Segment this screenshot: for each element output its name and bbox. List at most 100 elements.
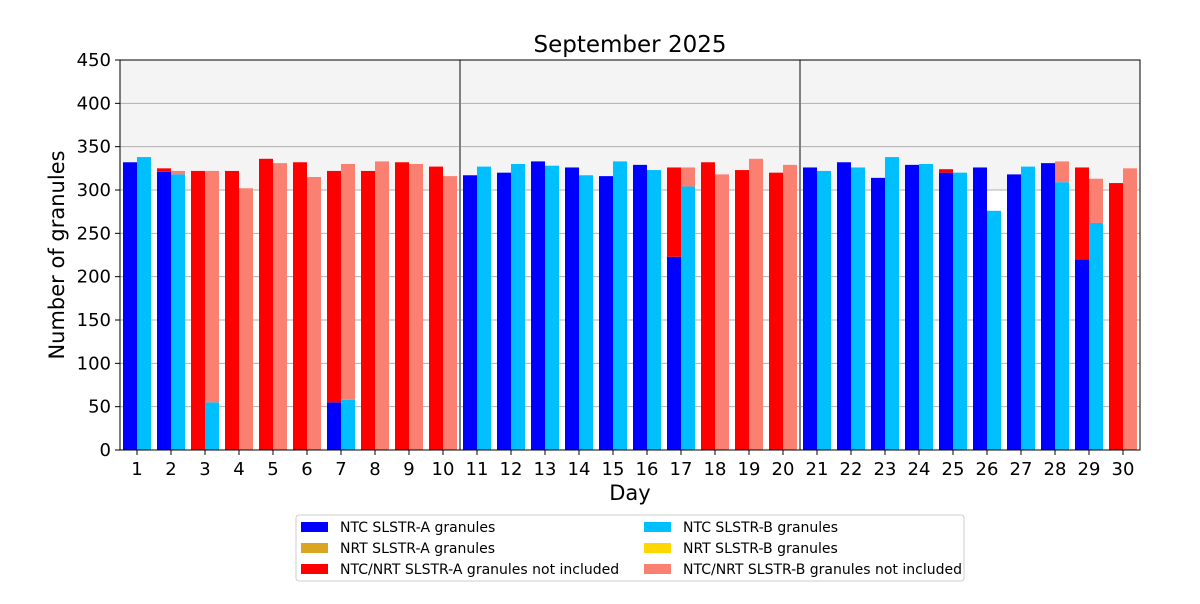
chart-title: September 2025 — [534, 32, 727, 58]
bar-ntc-b-day-27 — [1021, 166, 1035, 450]
bar-ntc-a-day-21 — [803, 167, 817, 450]
bar-ntc-b-day-24 — [919, 164, 933, 450]
highlight-band — [120, 60, 1140, 190]
x-tick-label-day-20: 20 — [772, 459, 795, 480]
bar-not-included-a-day-4 — [225, 170, 239, 450]
bar-ntc-b-day-1 — [137, 157, 151, 451]
y-axis-title: Number of granules — [45, 150, 69, 359]
x-tick-label-day-29: 29 — [1078, 459, 1101, 480]
bar-not-included-a-day-19 — [735, 170, 749, 451]
x-tick-label-day-11: 11 — [466, 459, 489, 480]
bar-not-included-a-day-3 — [191, 170, 205, 450]
bar-not-included-b-day-7 — [341, 164, 355, 400]
bar-ntc-a-day-15 — [599, 176, 613, 450]
x-tick-label-day-24: 24 — [908, 459, 931, 480]
bar-ntc-b-day-12 — [511, 164, 525, 450]
legend-label-not-included-a: NTC/NRT SLSTR-A granules not included — [340, 562, 619, 578]
bar-ntc-a-day-11 — [463, 175, 477, 450]
bar-ntc-b-day-11 — [477, 166, 491, 450]
legend-swatch-not-included-a — [301, 564, 328, 574]
bar-not-included-a-day-30 — [1109, 183, 1123, 451]
bar-ntc-b-day-29 — [1089, 222, 1103, 450]
bar-not-included-a-day-9 — [395, 162, 409, 450]
bar-ntc-b-day-21 — [817, 170, 831, 450]
legend: NTC SLSTR-A granules NRT SLSTR-A granules… — [295, 514, 965, 582]
x-tick-label-day-9: 9 — [403, 459, 414, 480]
bar-ntc-a-day-7 — [327, 402, 341, 450]
legend-label-not-included-b: NTC/NRT SLSTR-B granules not included — [683, 562, 962, 578]
legend-label-ntc-a: NTC SLSTR-A granules — [340, 520, 495, 536]
plot-frame — [119, 59, 1141, 451]
bar-ntc-b-day-23 — [885, 157, 899, 451]
bar-ntc-a-day-17 — [667, 256, 681, 450]
x-tick-label-day-26: 26 — [976, 459, 999, 480]
x-axis-title: Day — [609, 481, 650, 505]
legend-swatch-ntc-b — [644, 522, 671, 532]
bar-not-included-a-day-29 — [1075, 167, 1089, 260]
bar-not-included-b-day-10 — [443, 176, 457, 450]
bar-not-included-a-day-5 — [259, 158, 273, 451]
bar-ntc-b-day-2 — [171, 174, 185, 450]
y-tick-label: 100 — [77, 353, 111, 374]
bar-ntc-a-day-26 — [973, 167, 987, 450]
bar-ntc-a-day-16 — [633, 164, 647, 450]
bar-ntc-b-day-22 — [851, 167, 865, 450]
legend-box — [295, 514, 965, 582]
bar-ntc-a-day-23 — [871, 177, 885, 450]
bar-ntc-a-day-14 — [565, 167, 579, 450]
bar-ntc-a-day-2 — [157, 171, 171, 451]
y-tick-label: 200 — [77, 267, 111, 288]
x-tick-label-day-25: 25 — [942, 459, 965, 480]
bar-ntc-b-day-7 — [341, 399, 355, 450]
bar-not-included-b-day-20 — [783, 164, 797, 450]
bar-not-included-b-day-29 — [1089, 178, 1103, 223]
legend-swatch-not-included-b — [644, 564, 671, 574]
bar-not-included-a-day-10 — [429, 166, 443, 450]
bar-not-included-b-day-5 — [273, 163, 287, 450]
x-tick-label-day-3: 3 — [199, 459, 210, 480]
bar-ntc-a-day-13 — [531, 161, 545, 450]
x-tick-label-day-23: 23 — [874, 459, 897, 480]
y-tick-label: 250 — [77, 223, 111, 244]
bar-ntc-b-day-3 — [205, 402, 219, 450]
bar-ntc-b-day-16 — [647, 170, 661, 451]
bar-ntc-b-day-25 — [953, 172, 967, 450]
bar-not-included-a-day-6 — [293, 162, 307, 450]
y-tick-label: 350 — [77, 137, 111, 158]
bar-not-included-b-day-8 — [375, 161, 389, 450]
bar-not-included-a-day-18 — [701, 162, 715, 450]
x-tick-label-day-22: 22 — [840, 459, 863, 480]
x-tick-label-day-28: 28 — [1044, 459, 1067, 480]
x-tick-label-day-21: 21 — [806, 459, 829, 480]
bar-not-included-b-day-9 — [409, 164, 423, 450]
bar-not-included-a-day-2 — [157, 168, 171, 172]
bar-ntc-b-day-26 — [987, 210, 1001, 450]
bar-ntc-b-day-17 — [681, 186, 695, 451]
bar-not-included-b-day-6 — [307, 177, 321, 450]
y-tick-label: 300 — [77, 180, 111, 201]
bar-not-included-a-day-25 — [939, 169, 953, 173]
bar-not-included-b-day-3 — [205, 170, 219, 403]
x-tick-label-day-12: 12 — [500, 459, 523, 480]
legend-swatch-nrt-a — [301, 543, 328, 553]
x-tick-label-day-14: 14 — [568, 459, 591, 480]
bar-ntc-b-day-13 — [545, 165, 559, 450]
legend-label-nrt-b: NRT SLSTR-B granules — [683, 541, 838, 557]
x-tick-label-day-10: 10 — [432, 459, 455, 480]
bar-ntc-b-day-28 — [1055, 182, 1069, 450]
bar-not-included-b-day-4 — [239, 188, 253, 450]
x-tick-label-day-18: 18 — [704, 459, 727, 480]
x-tick-label-day-1: 1 — [131, 459, 142, 480]
x-tick-label-day-19: 19 — [738, 459, 761, 480]
bar-ntc-a-day-28 — [1041, 163, 1055, 450]
x-tick-label-day-6: 6 — [301, 459, 312, 480]
x-tick-label-day-5: 5 — [267, 459, 278, 480]
bar-ntc-a-day-22 — [837, 162, 851, 450]
x-tick-label-day-17: 17 — [670, 459, 693, 480]
legend-swatch-ntc-a — [301, 522, 328, 532]
x-tick-label-day-7: 7 — [335, 459, 346, 480]
bar-ntc-a-day-29 — [1075, 259, 1089, 450]
bar-ntc-b-day-14 — [579, 175, 593, 450]
